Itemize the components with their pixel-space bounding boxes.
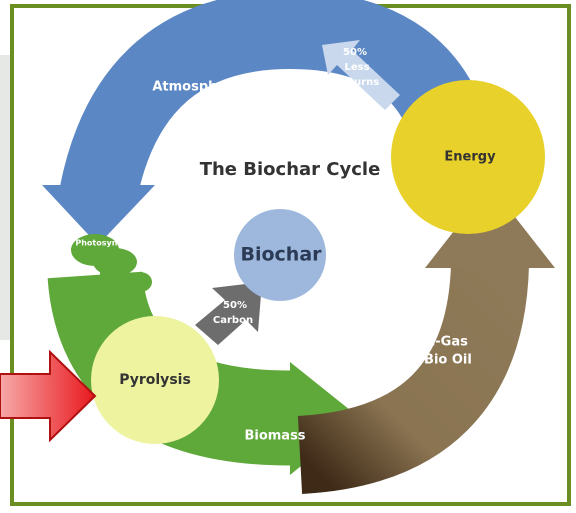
flow-label: 50%: [223, 300, 247, 311]
flow-label: Biomass: [244, 429, 305, 444]
node-label: Biochar: [240, 244, 322, 266]
flow-label: or Bio Oil: [404, 353, 472, 368]
flow-label: Syn-Gas: [408, 335, 468, 350]
flow-label: Returns: [335, 77, 379, 88]
flow-label: Photosynthesis: [75, 239, 144, 248]
biochar-diagram: Atmospheric CO₂ 50% Less Returns The Bio…: [0, 0, 576, 513]
title: The Biochar Cycle: [200, 159, 381, 180]
node-label: Energy: [444, 150, 496, 165]
flow-label: Atmospheric CO₂: [152, 80, 275, 95]
flow-label: Less: [344, 62, 369, 73]
node-label: Pyrolysis: [119, 372, 191, 388]
flow-label: 50%: [343, 47, 367, 58]
flow-label: Carbon: [213, 315, 253, 326]
side-panel: [0, 55, 10, 340]
